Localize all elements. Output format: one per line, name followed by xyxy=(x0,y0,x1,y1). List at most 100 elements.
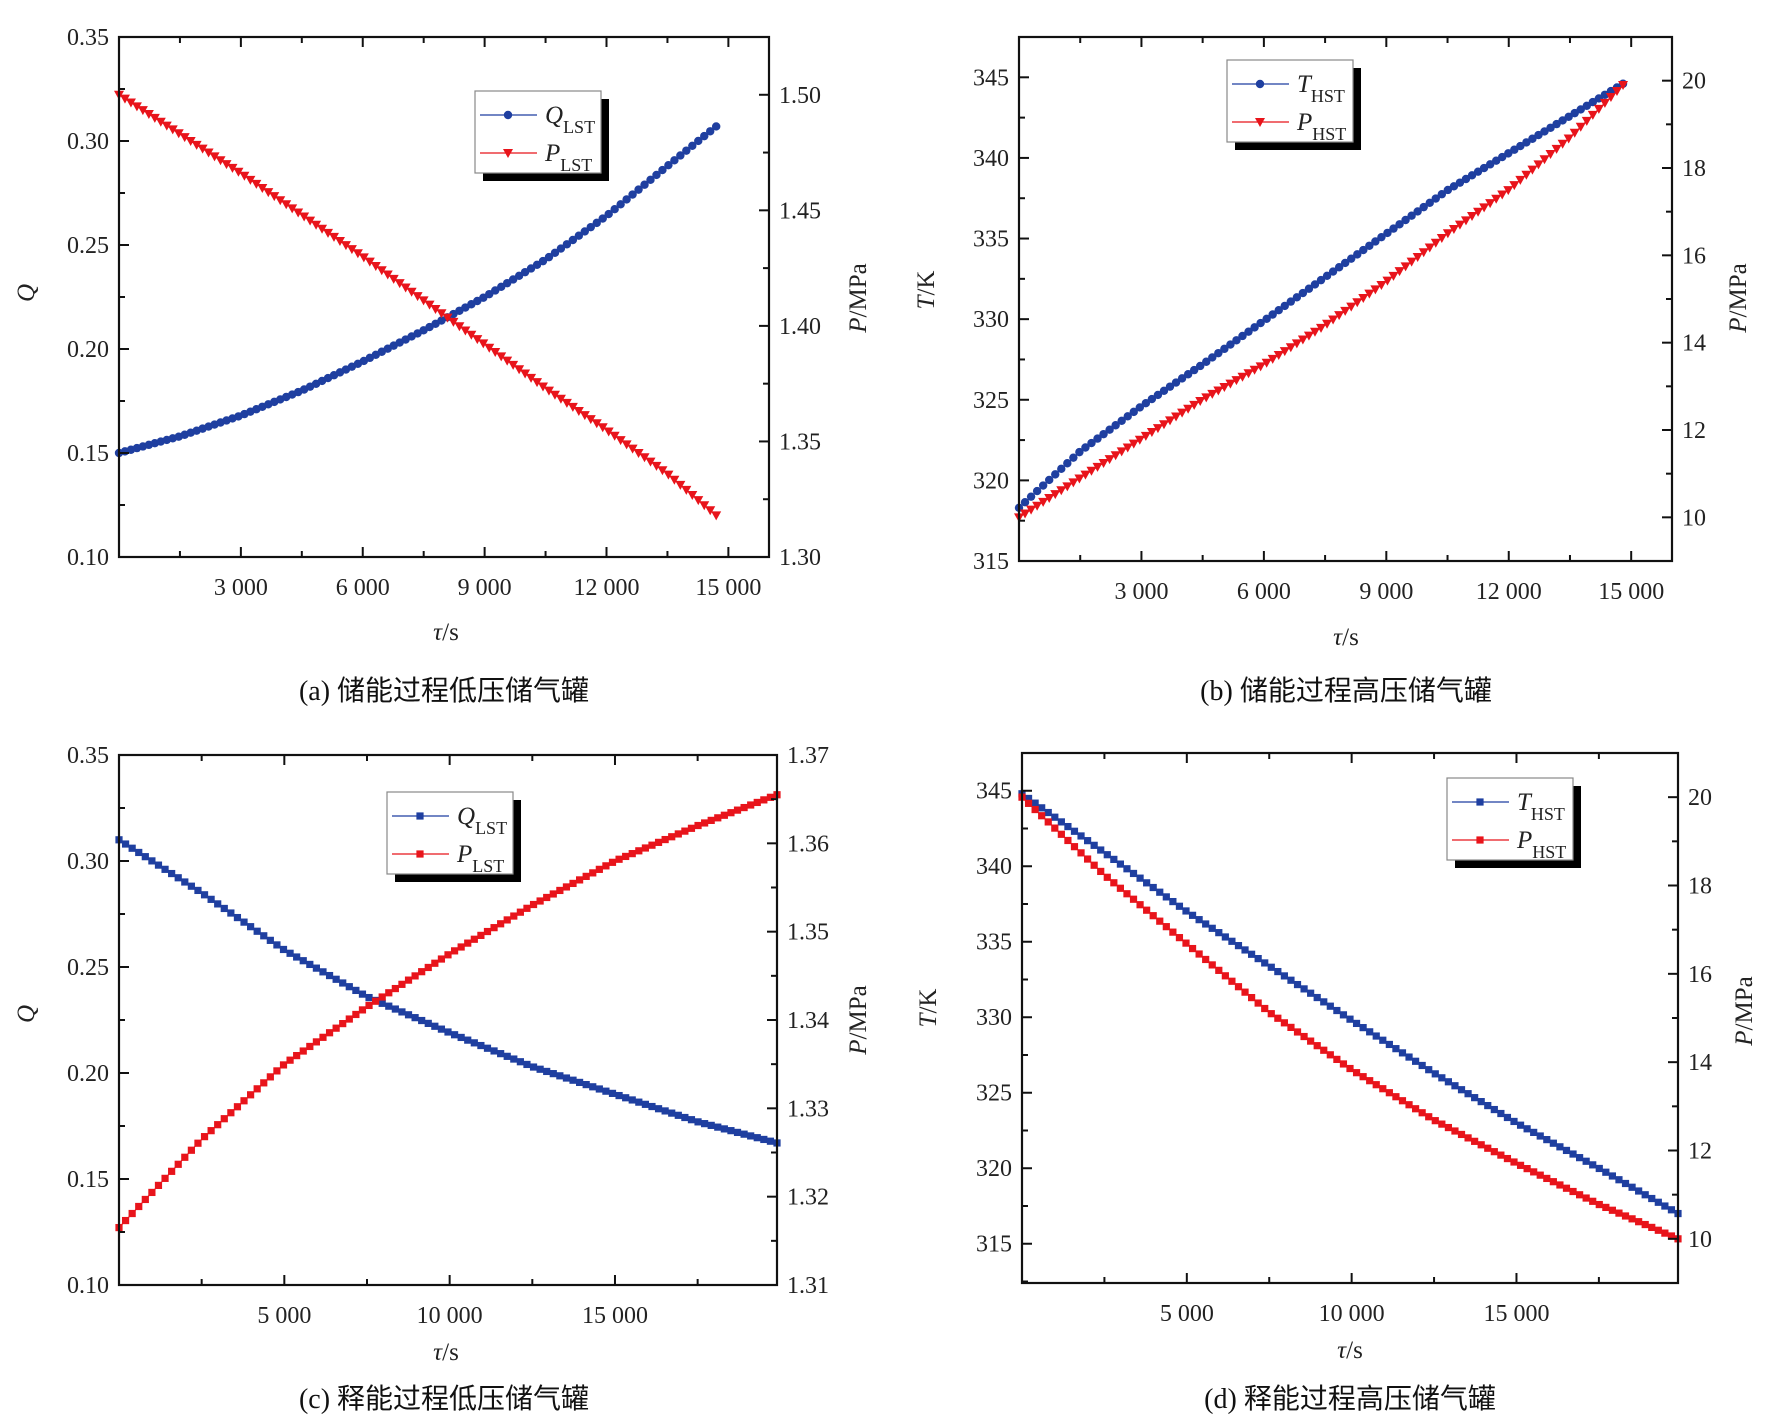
square-marker xyxy=(747,801,755,809)
square-marker xyxy=(200,1133,209,1141)
square-marker xyxy=(1523,1125,1531,1133)
circle-marker xyxy=(562,240,572,249)
square-marker xyxy=(141,1195,149,1204)
unit: /K xyxy=(915,989,942,1014)
square-marker xyxy=(404,976,413,984)
square-marker xyxy=(1352,1019,1361,1028)
square-marker xyxy=(1576,1154,1584,1162)
circle-marker xyxy=(1292,293,1302,302)
square-marker xyxy=(154,861,163,869)
triangle-down-marker xyxy=(1340,306,1351,316)
triangle-down-marker xyxy=(1279,347,1290,357)
square-marker xyxy=(391,1005,399,1013)
triangle-down-marker xyxy=(1026,505,1037,515)
square-marker xyxy=(260,1079,268,1087)
square-marker xyxy=(1339,1011,1348,1019)
square-marker xyxy=(1084,855,1092,863)
triangle-down-marker xyxy=(1183,404,1194,414)
square-marker xyxy=(293,953,301,961)
triangle-down-marker xyxy=(1056,486,1067,496)
square-marker xyxy=(1215,966,1223,974)
circle-marker xyxy=(634,185,643,194)
square-marker xyxy=(1202,955,1210,964)
square-marker xyxy=(595,865,603,873)
square-marker xyxy=(1143,906,1151,914)
triangle-down-marker xyxy=(305,216,316,226)
square-marker xyxy=(319,1033,327,1041)
unit: /K xyxy=(913,271,940,296)
square-marker xyxy=(1425,1066,1433,1074)
triangle-down-marker xyxy=(275,196,286,206)
square-marker xyxy=(1602,1168,1610,1176)
circle-marker xyxy=(1232,336,1241,345)
symbol: T xyxy=(1517,789,1533,816)
x-tick-label: 6 000 xyxy=(336,575,390,601)
square-marker xyxy=(523,1060,531,1069)
circle-marker xyxy=(598,214,607,223)
square-marker xyxy=(1195,950,1203,958)
square-marker xyxy=(1589,1161,1597,1169)
square-marker xyxy=(253,927,261,935)
square-marker xyxy=(1549,1139,1557,1147)
square-marker xyxy=(1129,869,1138,878)
y2-tick-label: 18 xyxy=(1682,156,1706,182)
square-marker xyxy=(431,959,439,967)
circle-marker xyxy=(1135,403,1145,412)
triangle-down-marker xyxy=(1062,482,1073,492)
y-tick-label: 345 xyxy=(976,779,1012,805)
square-marker xyxy=(1392,1045,1400,1053)
circle-marker xyxy=(556,244,566,253)
triangle-down-marker xyxy=(1436,233,1447,243)
triangle-down-marker xyxy=(1225,379,1236,389)
square-marker xyxy=(121,1216,130,1225)
square-marker xyxy=(1523,1165,1531,1173)
circle-marker xyxy=(503,110,513,120)
square-marker xyxy=(648,841,656,849)
x-tick-label: 3 000 xyxy=(214,575,268,601)
square-marker xyxy=(529,1063,538,1071)
circle-marker xyxy=(676,151,685,160)
square-marker xyxy=(372,997,380,1005)
triangle-down-marker xyxy=(555,394,566,404)
y-axis-left: 315 320 325 330 335 340 345 xyxy=(973,36,1029,575)
square-marker xyxy=(416,850,424,858)
square-marker xyxy=(694,821,702,830)
circle-marker xyxy=(1117,416,1126,425)
x-axis-title: τ/s xyxy=(433,619,459,646)
legend-label: THST xyxy=(1517,789,1565,824)
square-marker xyxy=(220,904,228,913)
circle-marker xyxy=(544,252,554,262)
triangle-down-marker xyxy=(137,106,148,116)
subscript: LST xyxy=(560,155,592,175)
square-marker xyxy=(1234,983,1243,991)
circle-marker xyxy=(1328,267,1338,276)
square-marker xyxy=(240,918,248,926)
triangle-down-marker xyxy=(299,212,310,222)
square-marker xyxy=(628,850,636,858)
circle-marker xyxy=(1208,353,1217,362)
square-marker xyxy=(286,949,294,957)
x-axis-title: τ/s xyxy=(433,1339,459,1366)
circle-marker xyxy=(1038,481,1048,490)
circle-marker xyxy=(1069,453,1078,462)
triangle-down-marker xyxy=(1346,302,1357,312)
x-tick-label: 9 000 xyxy=(1359,579,1413,605)
square-marker xyxy=(266,936,274,944)
circle-marker xyxy=(1202,357,1211,366)
series-P-HST xyxy=(1014,81,1629,523)
unit: /s xyxy=(1342,624,1359,651)
triangle-down-marker xyxy=(502,356,513,366)
square-marker xyxy=(1398,1097,1407,1105)
triangle-down-marker xyxy=(358,253,369,263)
square-marker xyxy=(1228,937,1236,945)
triangle-down-marker xyxy=(1152,424,1163,434)
triangle-down-marker xyxy=(1569,128,1580,138)
square-marker xyxy=(1208,961,1216,969)
square-marker xyxy=(1359,1024,1367,1032)
triangle-down-marker xyxy=(609,431,620,441)
circle-marker xyxy=(1322,271,1332,281)
y-axis-left: 0.10 0.15 0.20 0.25 0.30 0.35 xyxy=(67,25,129,571)
square-marker xyxy=(1221,972,1229,980)
